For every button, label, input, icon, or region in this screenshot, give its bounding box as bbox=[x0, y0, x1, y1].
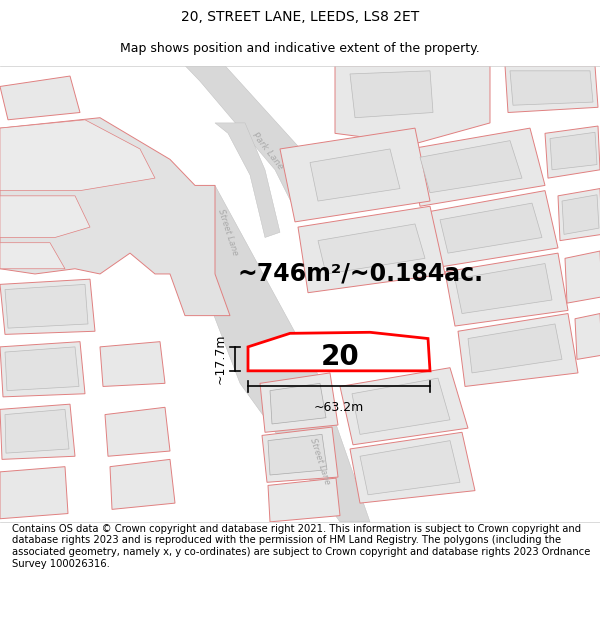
Polygon shape bbox=[105, 408, 170, 456]
Polygon shape bbox=[268, 434, 327, 475]
Polygon shape bbox=[280, 128, 430, 222]
Text: ~746m²/~0.184ac.: ~746m²/~0.184ac. bbox=[237, 262, 483, 286]
Polygon shape bbox=[360, 441, 460, 495]
Polygon shape bbox=[262, 427, 338, 483]
Polygon shape bbox=[248, 332, 430, 371]
Text: ~63.2m: ~63.2m bbox=[314, 401, 364, 414]
Polygon shape bbox=[340, 368, 468, 445]
Polygon shape bbox=[335, 66, 490, 144]
Polygon shape bbox=[350, 71, 433, 118]
Polygon shape bbox=[260, 373, 338, 432]
Polygon shape bbox=[100, 342, 165, 386]
Polygon shape bbox=[458, 314, 578, 386]
Polygon shape bbox=[5, 409, 69, 453]
Polygon shape bbox=[0, 279, 95, 334]
Polygon shape bbox=[5, 347, 79, 391]
Text: 20, STREET LANE, LEEDS, LS8 2ET: 20, STREET LANE, LEEDS, LS8 2ET bbox=[181, 10, 419, 24]
Text: Contains OS data © Crown copyright and database right 2021. This information is : Contains OS data © Crown copyright and d… bbox=[12, 524, 590, 569]
Polygon shape bbox=[170, 186, 370, 522]
Polygon shape bbox=[410, 128, 545, 206]
Polygon shape bbox=[420, 141, 522, 192]
Text: 20: 20 bbox=[320, 343, 359, 371]
Text: Street Lane: Street Lane bbox=[216, 208, 240, 257]
Polygon shape bbox=[550, 132, 597, 170]
Polygon shape bbox=[575, 314, 600, 359]
Polygon shape bbox=[350, 432, 475, 503]
Polygon shape bbox=[430, 191, 558, 267]
Polygon shape bbox=[0, 76, 80, 120]
Polygon shape bbox=[468, 324, 562, 373]
Polygon shape bbox=[440, 203, 542, 253]
Polygon shape bbox=[545, 126, 600, 178]
Polygon shape bbox=[310, 149, 400, 201]
Polygon shape bbox=[558, 189, 600, 241]
Polygon shape bbox=[0, 242, 65, 269]
Polygon shape bbox=[0, 196, 90, 238]
Polygon shape bbox=[352, 378, 450, 434]
Polygon shape bbox=[562, 195, 599, 234]
Polygon shape bbox=[455, 264, 552, 314]
Text: ~17.7m: ~17.7m bbox=[214, 334, 227, 384]
Polygon shape bbox=[185, 66, 330, 220]
Polygon shape bbox=[298, 206, 445, 292]
Polygon shape bbox=[318, 224, 425, 274]
Text: Park Lane: Park Lane bbox=[251, 131, 285, 171]
Polygon shape bbox=[0, 467, 68, 519]
Polygon shape bbox=[510, 71, 593, 105]
Polygon shape bbox=[268, 478, 340, 522]
Polygon shape bbox=[445, 253, 568, 326]
Polygon shape bbox=[0, 404, 75, 459]
Polygon shape bbox=[5, 284, 88, 328]
Text: Map shows position and indicative extent of the property.: Map shows position and indicative extent… bbox=[120, 42, 480, 54]
Polygon shape bbox=[565, 251, 600, 303]
Text: Street Lane: Street Lane bbox=[308, 437, 332, 486]
Polygon shape bbox=[215, 123, 280, 238]
Polygon shape bbox=[0, 118, 230, 316]
Polygon shape bbox=[110, 459, 175, 509]
Polygon shape bbox=[505, 66, 598, 112]
Polygon shape bbox=[0, 342, 85, 397]
Polygon shape bbox=[270, 383, 326, 424]
Polygon shape bbox=[0, 120, 155, 191]
